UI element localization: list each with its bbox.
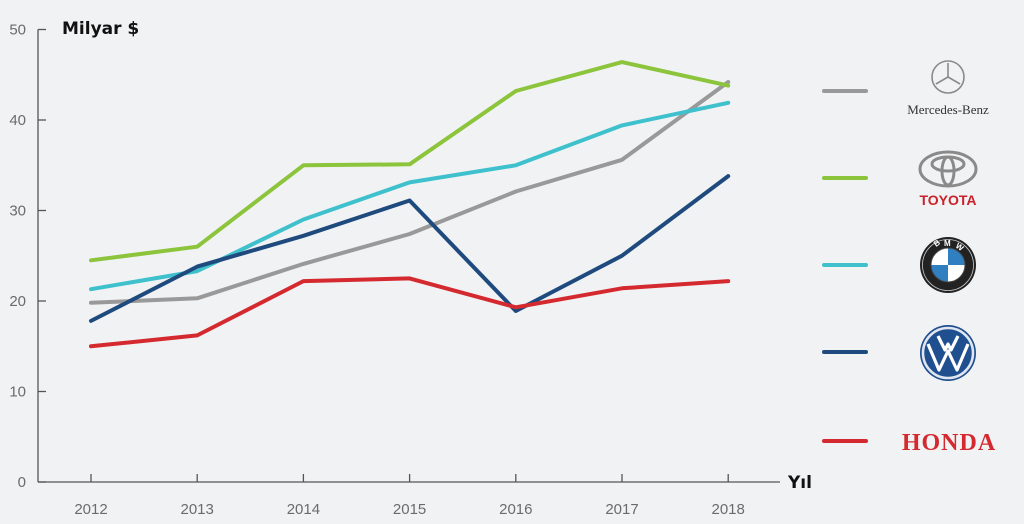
series-line-toyota: [89, 60, 731, 263]
x-tick-label: 2013: [181, 501, 214, 518]
y-tick-label: 30: [9, 203, 26, 220]
y-tick-label: 40: [9, 112, 26, 129]
x-tick-label: 2018: [712, 501, 745, 518]
bmw-logo: B M W: [920, 237, 976, 293]
bmw-logo-letter-b: B: [932, 238, 942, 249]
series-line-vw: [89, 174, 731, 323]
legend-label-honda: HONDA: [902, 430, 996, 456]
legend-label-mercedes: Mercedes-Benz: [907, 102, 989, 117]
y-axis-label: Milyar $: [62, 19, 139, 39]
toyota-logo: [918, 150, 978, 188]
axes: [37, 29, 780, 483]
series-lines: [89, 60, 731, 349]
mercedes-benz-logo: [931, 60, 965, 94]
x-tick-label: 2012: [74, 501, 107, 518]
y-tick-label: 0: [18, 474, 26, 491]
x-tick-label: 2014: [287, 501, 320, 518]
x-tick-label: 2015: [393, 501, 426, 518]
volkswagen-logo: [920, 325, 976, 381]
x-axis-label: Yıl: [787, 473, 812, 493]
legend-label-toyota: TOYOTA: [919, 192, 976, 208]
ticks: 0 10 20 30 40 50 2012 2013 2014 2015 2016 2017 2018: [9, 22, 745, 519]
series-line-mercedes-benz: [89, 80, 731, 305]
legend: Mercedes-Benz TOYOTA B M W: [822, 60, 996, 456]
x-tick-label: 2016: [499, 501, 532, 518]
x-tick-label: 2017: [605, 501, 638, 518]
y-tick-label: 10: [9, 384, 26, 401]
y-tick-label: 20: [9, 293, 26, 310]
bmw-logo-letter-m: M: [944, 239, 951, 248]
series-line-honda: [89, 276, 731, 349]
series-line-bmw: [89, 100, 731, 292]
y-tick-label: 50: [9, 22, 26, 39]
bmw-logo-letter-w: W: [954, 241, 966, 253]
